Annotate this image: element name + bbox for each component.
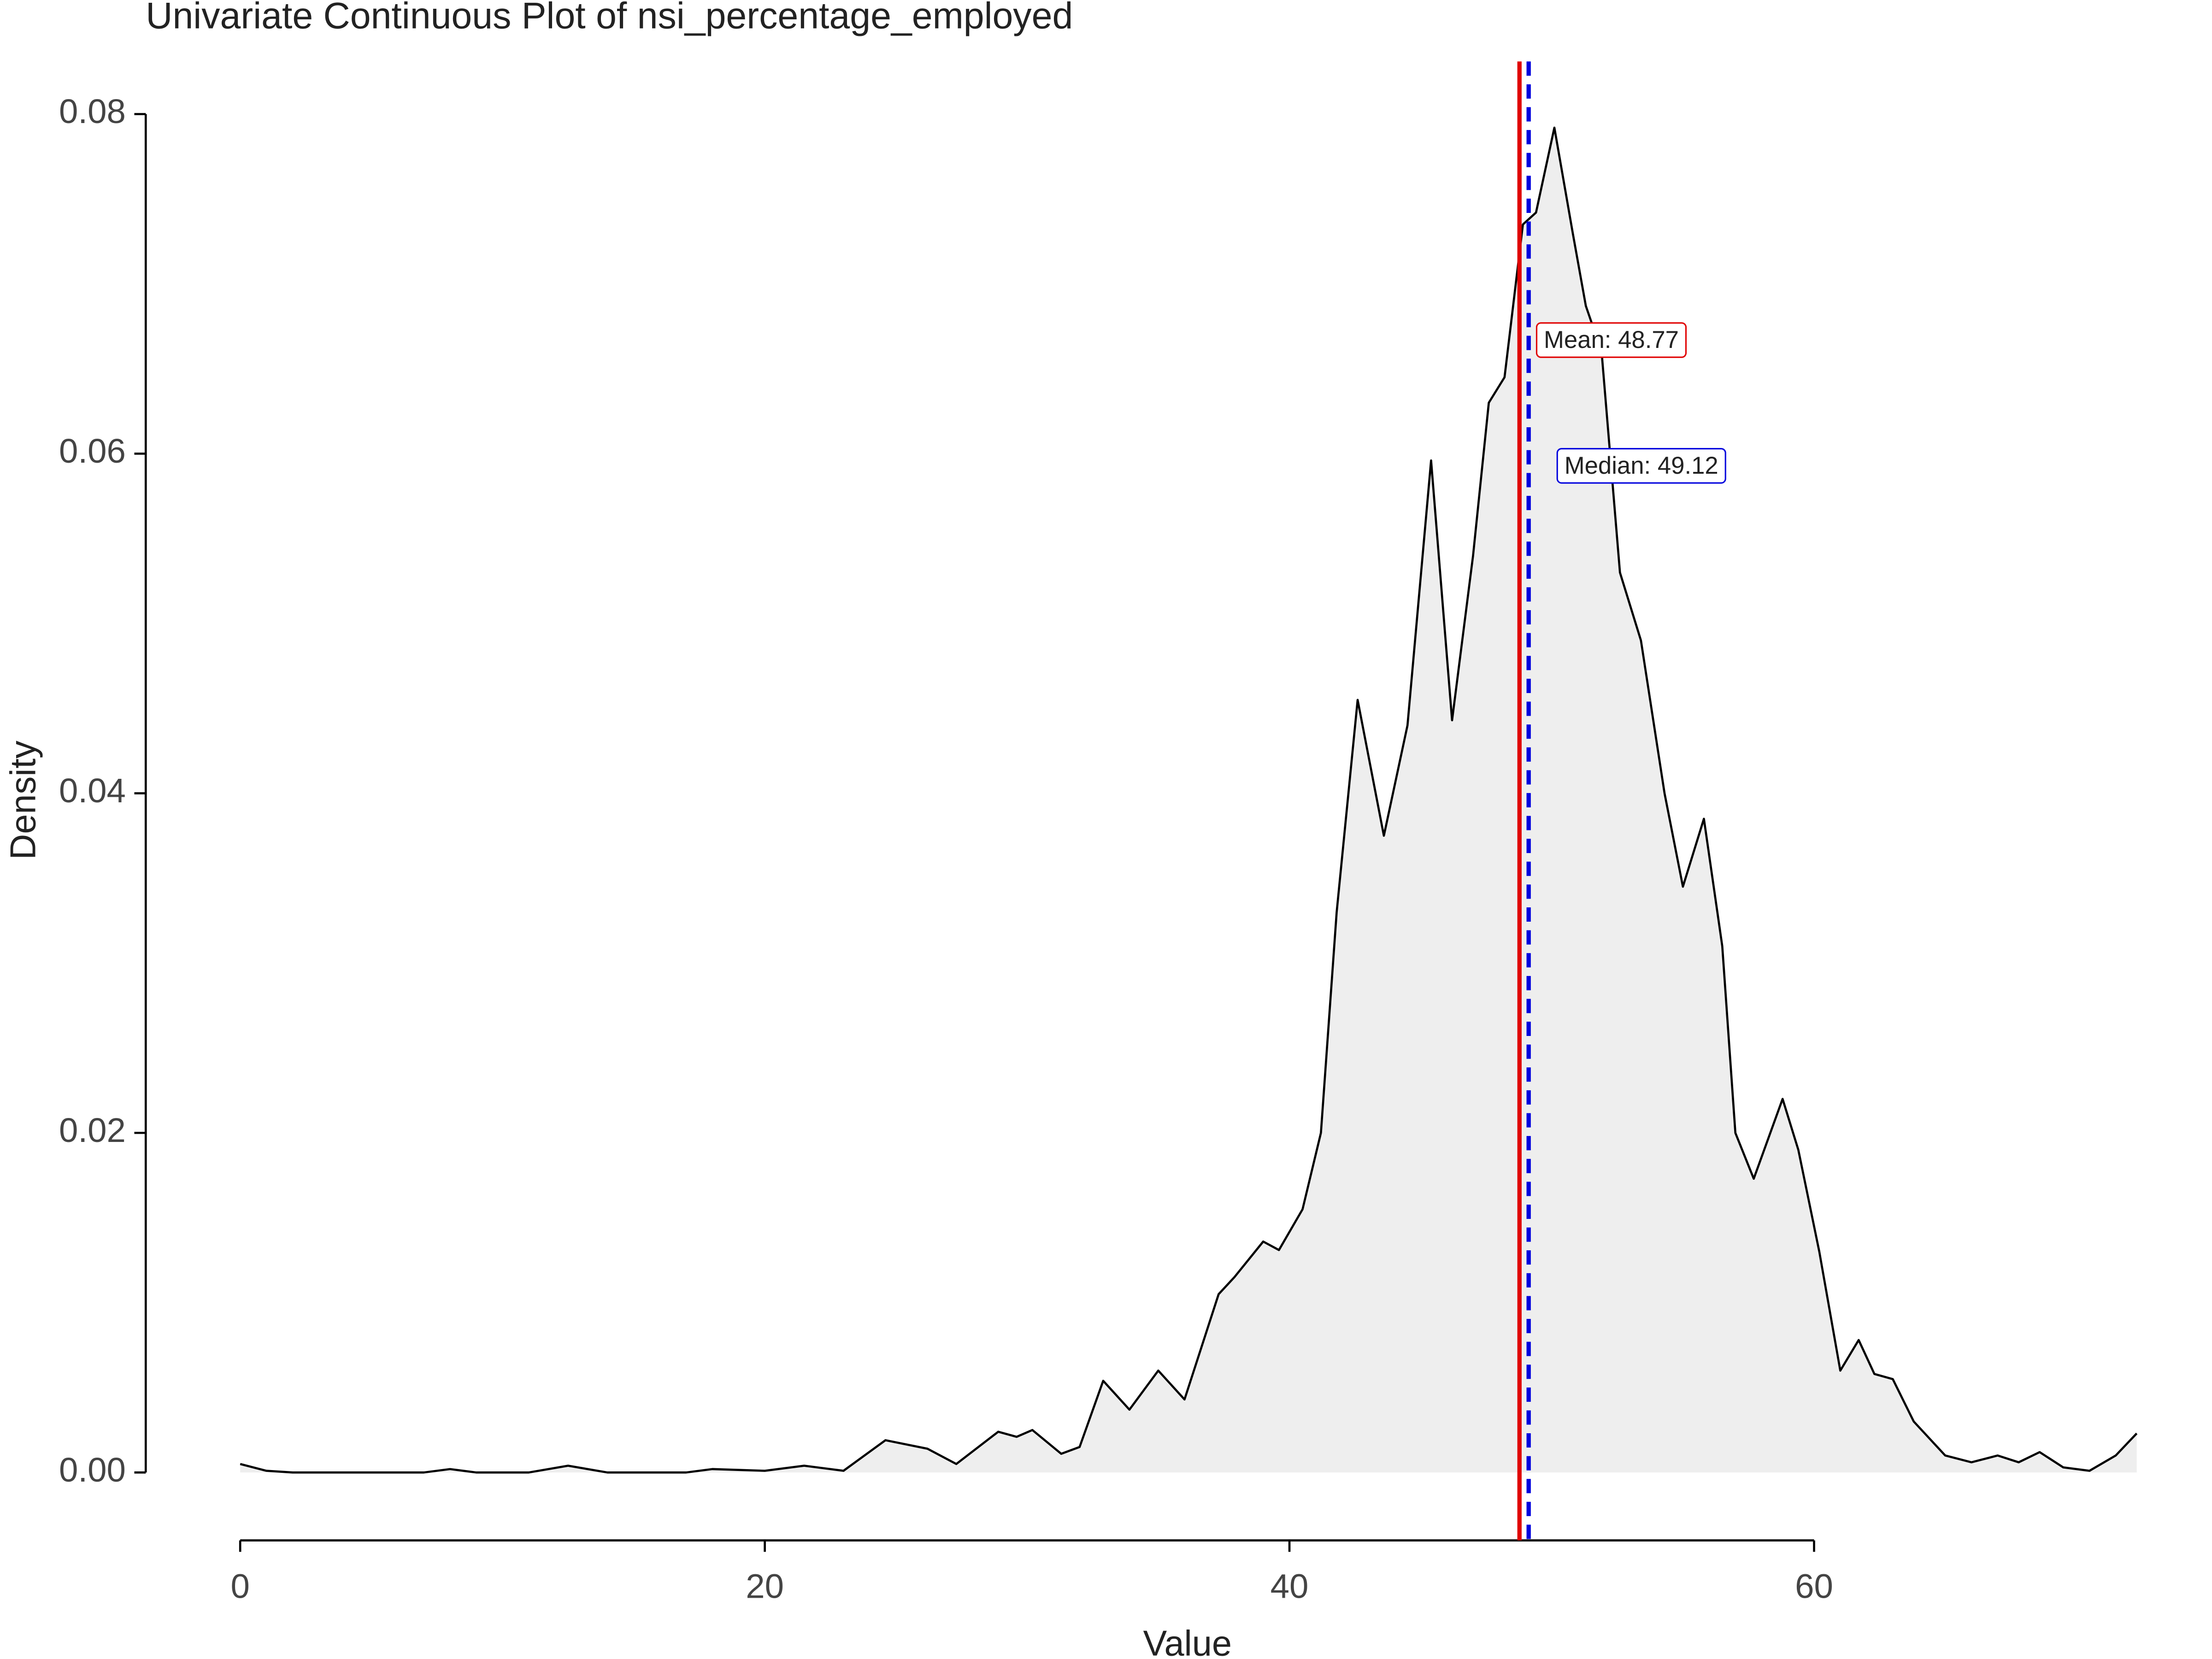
x-tick-label: 20 [746, 1567, 784, 1606]
area-fill [240, 128, 2137, 1473]
reference-label: Median: 49.12 [1565, 452, 1718, 479]
chart-title: Univariate Continuous Plot of nsi_percen… [146, 0, 1073, 37]
y-tick-label: 0.00 [59, 1451, 126, 1489]
x-tick-label: 0 [231, 1567, 250, 1606]
y-tick-label: 0.04 [59, 771, 126, 810]
x-tick-label: 60 [1795, 1567, 1833, 1606]
y-tick-label: 0.08 [59, 92, 126, 130]
y-axis-label: Density [3, 741, 43, 860]
x-axis-label: Value [1143, 1624, 1232, 1659]
reference-label: Mean: 48.77 [1544, 326, 1679, 353]
reference-label-box [1556, 448, 1726, 484]
y-tick-label: 0.02 [59, 1111, 126, 1149]
reference-label-box [1535, 322, 1687, 358]
density-line [240, 126, 2138, 1474]
y-tick-label: 0.06 [59, 432, 126, 470]
x-tick-label: 40 [1271, 1567, 1309, 1606]
